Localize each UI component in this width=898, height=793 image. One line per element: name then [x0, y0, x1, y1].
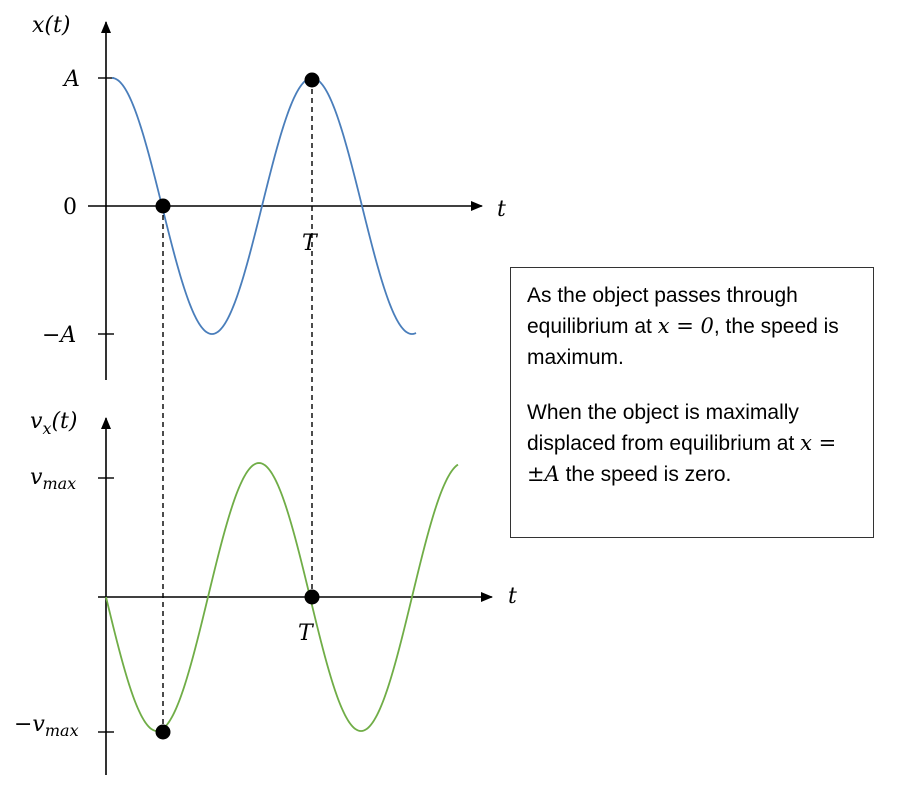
- position-graph: x(t) A 0 −A t T: [32, 13, 506, 380]
- marker-position-max: [304, 72, 320, 88]
- position-t-axis-label: t: [497, 197, 506, 222]
- callout-paragraph-1: As the object passes through equilibrium…: [527, 284, 839, 369]
- tick-vmax-label: vmax: [30, 465, 76, 493]
- tick-minus-vmax-label: −vmax: [14, 712, 79, 740]
- velocity-period-label: T: [298, 621, 315, 646]
- position-y-axis-label: x(t): [32, 13, 70, 38]
- velocity-y-axis-label: vx(t): [30, 409, 77, 438]
- tick-A-label: A: [62, 67, 80, 92]
- callout-paragraph-2: When the object is maximally displaced f…: [527, 401, 837, 486]
- tick-minus-A-label: −A: [42, 323, 76, 348]
- explanation-callout: As the object passes through equilibrium…: [510, 267, 874, 538]
- velocity-graph: vx(t) vmax −vmax t T: [14, 409, 517, 775]
- tick-zero-label: 0: [63, 195, 77, 220]
- position-period-label: T: [302, 231, 319, 256]
- marker-position-zero: [155, 198, 171, 214]
- marker-velocity-min: [155, 724, 171, 740]
- velocity-t-axis-label: t: [508, 584, 517, 609]
- marker-velocity-zero: [304, 589, 320, 605]
